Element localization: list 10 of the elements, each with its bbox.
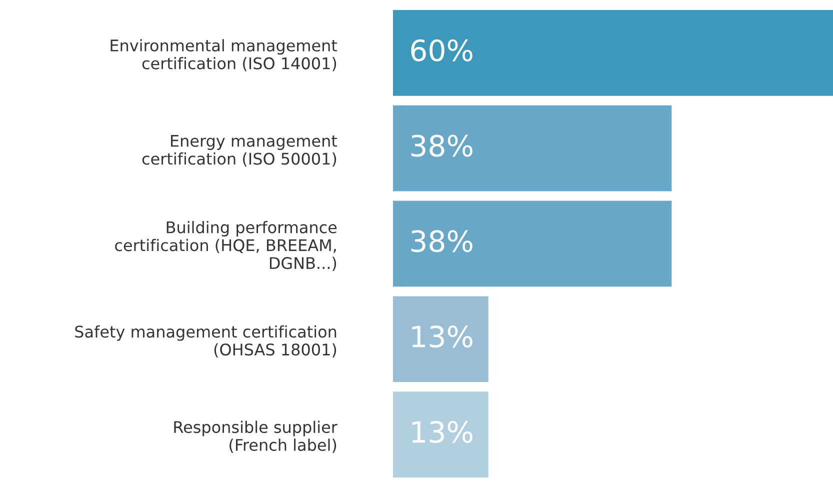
data-label: 60% (411, 39, 472, 62)
y-tick-label: Energy management certification (ISO 50001) (142, 135, 338, 167)
data-label: 13% (412, 326, 472, 348)
data-label: 38% (411, 230, 472, 252)
data-label: 38% (411, 134, 472, 157)
y-tick-label: Responsible supplier (French label) (174, 420, 338, 453)
y-tick-label: Safety management certification (OHSAS 18001) (75, 325, 336, 358)
data-label: 13% (412, 420, 472, 443)
y-tick-label: Building performance certification (HQE, BREEAM, DGNB...) (115, 220, 337, 272)
y-tick-label: Environmental management certification (ISO 14001) (110, 39, 338, 72)
